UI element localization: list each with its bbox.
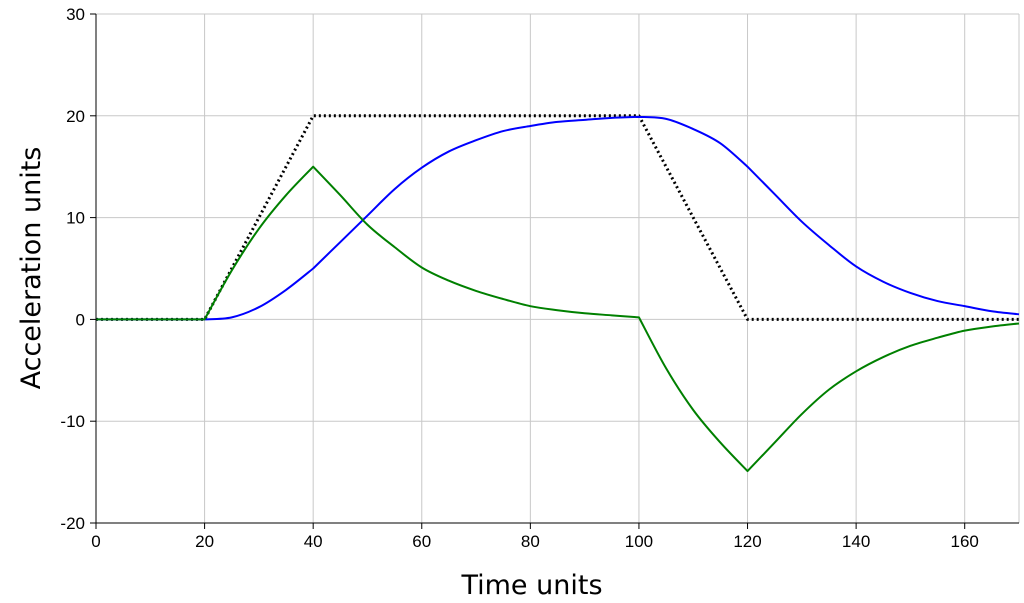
x-tick-label: 140 [842,532,870,551]
x-tick-label: 120 [733,532,761,551]
y-tick-label: -20 [60,514,85,533]
x-tick-label: 160 [951,532,979,551]
x-tick-label: 0 [91,532,100,551]
green-series-line [96,165,1020,473]
x-tick-label: 100 [625,532,653,551]
ticks: 0 20 40 60 80 100 120 140 160 -20 -10 0 10 20 30 [60,5,978,551]
grid [96,13,1020,523]
x-tick-label: 40 [304,532,323,551]
x-tick-label: 80 [521,532,540,551]
y-tick-label: 0 [76,310,85,329]
y-tick-label: 10 [66,209,85,228]
x-axis-title: Time units [460,570,602,601]
series-layer [96,114,1020,473]
y-tick-label: -10 [60,412,85,431]
y-tick-label: 30 [66,5,85,24]
y-axis-title: Acceleration units [16,147,47,390]
blue-series-line [96,115,1020,321]
x-tick-label: 60 [412,532,431,551]
x-tick-label: 20 [195,532,214,551]
axes [95,14,1019,524]
y-tick-label: 20 [66,107,85,126]
